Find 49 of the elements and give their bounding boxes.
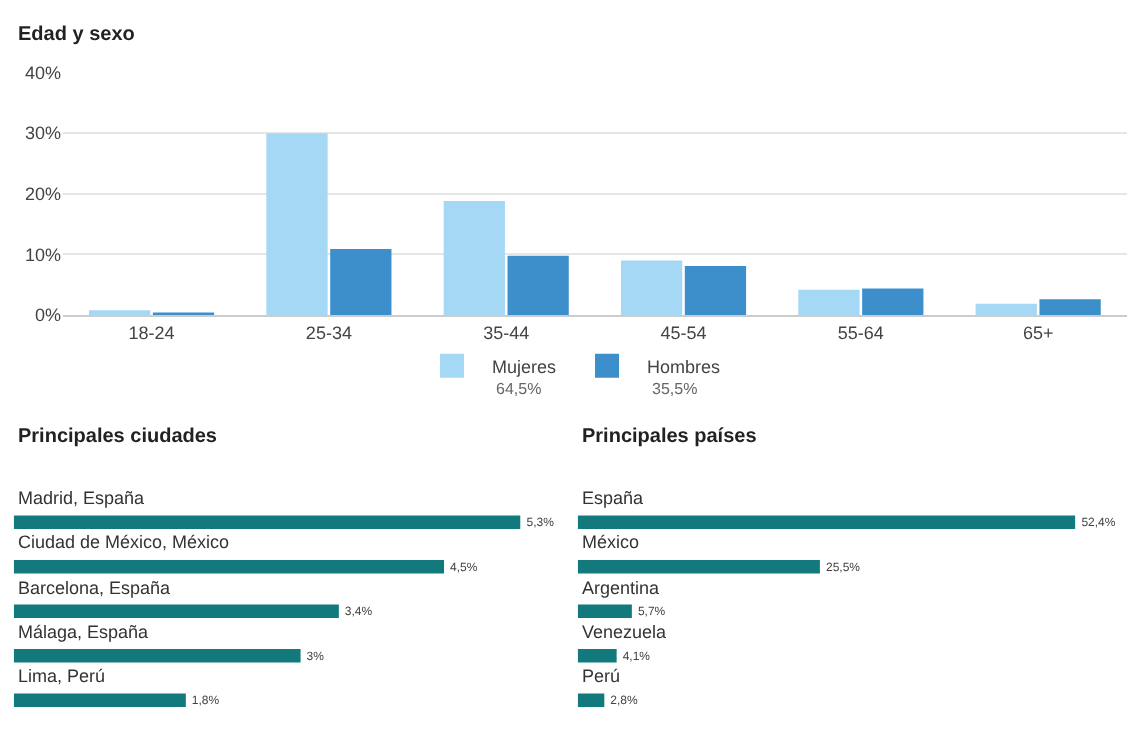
y-tick-label: México: [582, 532, 640, 552]
y-tick-label: Lima, Perú: [18, 666, 106, 686]
y-tick-label: 10%: [24, 244, 61, 265]
bar: [620, 260, 683, 316]
bar: [330, 249, 392, 316]
y-tick-label: 40%: [24, 62, 61, 83]
y-tick-label: 0%: [34, 305, 61, 326]
x-tick-label: 45-54: [660, 322, 707, 343]
bar: [1039, 299, 1101, 316]
x-tick-label: 65+: [1022, 322, 1054, 343]
bar: [684, 266, 747, 316]
chart-title: Principales países: [582, 426, 758, 448]
bar: [577, 649, 617, 663]
x-tick-label: 55-64: [837, 322, 884, 343]
bar: [13, 693, 186, 707]
y-tick-label: Venezuela: [582, 622, 667, 642]
bar: [13, 604, 339, 618]
x-tick-label: 25-34: [305, 322, 352, 343]
y-tick-label: Ciudad de México, México: [18, 532, 230, 552]
bar: [266, 133, 328, 316]
x-tick-label: 35-44: [483, 322, 530, 343]
bar: [577, 515, 1076, 529]
bar: [13, 515, 521, 529]
bar: [89, 310, 151, 316]
y-tick-label: 30%: [24, 123, 61, 144]
chart-title: Edad y sexo: [18, 24, 135, 46]
bar: [975, 303, 1037, 316]
bar: [13, 560, 445, 574]
y-tick-label: Barcelona, España: [18, 578, 171, 598]
bar: [577, 604, 632, 618]
bar: [443, 201, 505, 316]
y-tick-label: Perú: [582, 666, 621, 686]
bar: [577, 560, 820, 574]
x-tick-label: 18-24: [128, 322, 175, 343]
y-tick-label: Argentina: [582, 578, 660, 598]
bar: [798, 289, 860, 316]
bar: [577, 693, 605, 707]
y-tick-label: Málaga, España: [18, 622, 149, 642]
chart-title: Principales ciudades: [18, 426, 218, 448]
bar: [862, 288, 924, 316]
text: 35,5%: [652, 380, 698, 398]
text: 64,5%: [496, 380, 542, 398]
legend-label: Hombres: [647, 356, 722, 377]
legend-label: Mujeres: [492, 356, 558, 377]
y-tick-label: 20%: [24, 184, 61, 205]
bar: [13, 649, 301, 663]
y-tick-label: España: [582, 488, 644, 508]
bar: [507, 255, 569, 316]
y-tick-label: Madrid, España: [18, 488, 145, 508]
